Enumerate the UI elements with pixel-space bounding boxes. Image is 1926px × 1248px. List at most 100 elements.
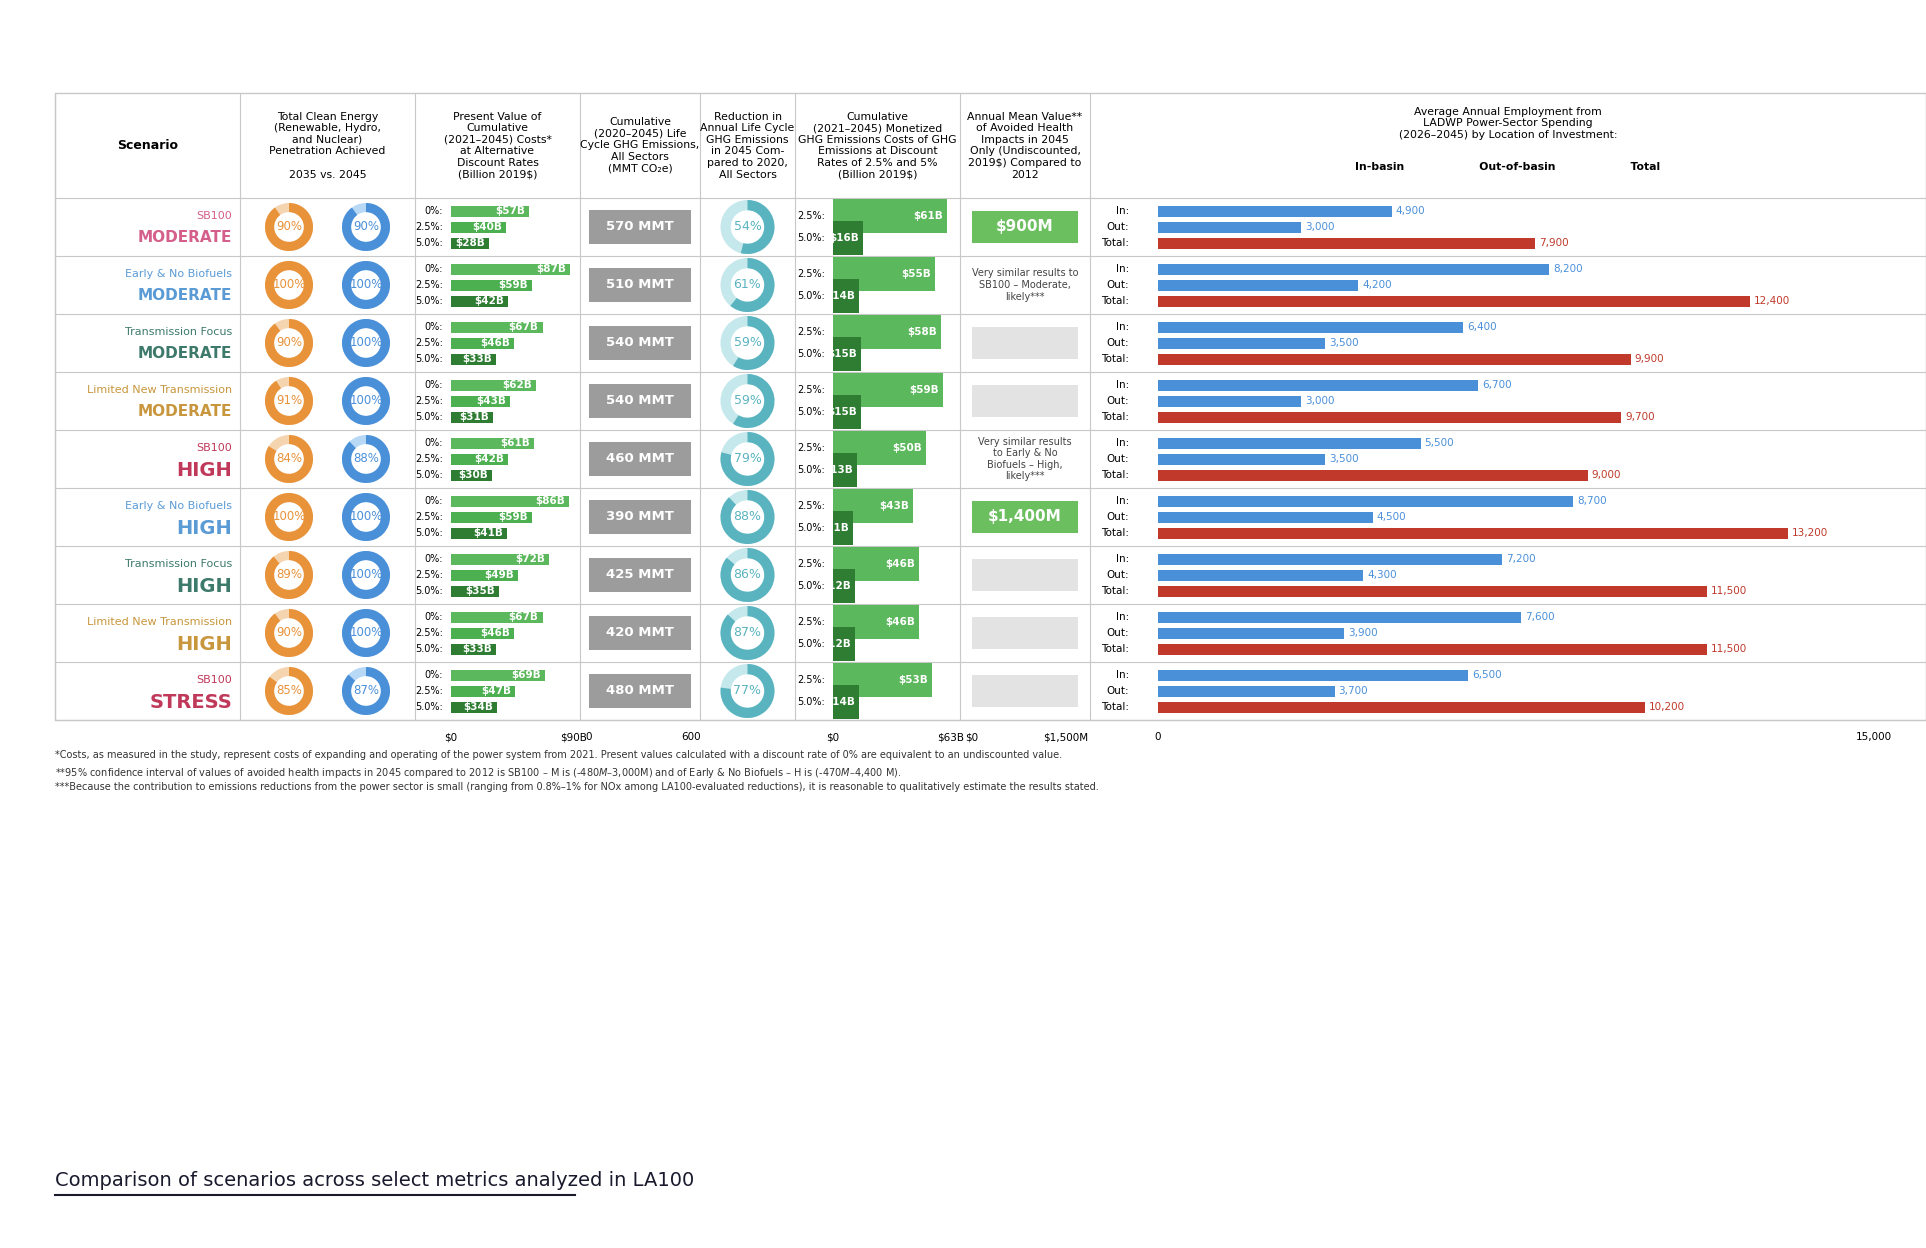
Wedge shape xyxy=(266,666,314,715)
Text: Out:: Out: xyxy=(1106,222,1129,232)
Text: 6,400: 6,400 xyxy=(1468,322,1497,332)
Text: $31B: $31B xyxy=(460,412,489,422)
Text: 0: 0 xyxy=(1156,733,1161,743)
Text: 9,000: 9,000 xyxy=(1591,470,1622,480)
Bar xyxy=(834,314,942,349)
Text: 2.5%:: 2.5%: xyxy=(797,270,824,280)
Text: $53B: $53B xyxy=(898,675,928,685)
Text: 2.5%:: 2.5%: xyxy=(416,280,443,290)
Bar xyxy=(1158,206,1392,216)
Text: 100%: 100% xyxy=(349,569,383,582)
Text: 5.0%:: 5.0%: xyxy=(797,696,824,708)
Bar xyxy=(834,569,855,603)
Text: 9,700: 9,700 xyxy=(1626,412,1654,422)
Text: $11B: $11B xyxy=(820,523,849,533)
Text: $13B: $13B xyxy=(824,466,853,475)
Wedge shape xyxy=(343,552,389,599)
Bar xyxy=(1158,263,1549,275)
Bar xyxy=(1158,528,1787,538)
Text: 84%: 84% xyxy=(275,453,302,466)
Text: Out:: Out: xyxy=(1106,512,1129,522)
Wedge shape xyxy=(720,490,774,544)
Text: 2.5%:: 2.5%: xyxy=(797,559,824,569)
Text: $59B: $59B xyxy=(909,384,938,396)
Text: 2.5%:: 2.5%: xyxy=(797,500,824,510)
Text: 87%: 87% xyxy=(734,626,761,639)
Text: Out:: Out: xyxy=(1106,396,1129,406)
Text: $50B: $50B xyxy=(892,443,923,453)
Wedge shape xyxy=(343,203,389,251)
Text: 5.0%:: 5.0%: xyxy=(797,523,824,533)
Text: Total:: Total: xyxy=(1102,470,1129,480)
Bar xyxy=(834,685,859,719)
Bar xyxy=(1158,412,1622,423)
Wedge shape xyxy=(720,664,774,718)
Bar xyxy=(451,701,497,713)
Text: 89%: 89% xyxy=(275,569,302,582)
Text: In:: In: xyxy=(1115,206,1129,216)
Text: Very similar results
to Early & No
Biofuels – High,
likely***: Very similar results to Early & No Biofu… xyxy=(978,437,1071,482)
Text: 2.5%:: 2.5%: xyxy=(416,570,443,580)
Text: 600: 600 xyxy=(682,733,701,743)
Text: 5.0%:: 5.0%: xyxy=(797,291,824,301)
Wedge shape xyxy=(720,316,774,369)
Text: 2.5%:: 2.5%: xyxy=(416,628,443,638)
Wedge shape xyxy=(266,436,314,483)
Text: 3,900: 3,900 xyxy=(1348,628,1377,638)
Text: Scenario: Scenario xyxy=(117,139,177,152)
Bar xyxy=(589,383,691,418)
Wedge shape xyxy=(720,548,774,602)
Text: 5.0%:: 5.0%: xyxy=(416,354,443,364)
Bar xyxy=(451,612,543,623)
Bar xyxy=(834,604,919,639)
Text: Annual Mean Value**
of Avoided Health
Impacts in 2045
Only (Undiscounted,
2019$): Annual Mean Value** of Avoided Health Im… xyxy=(967,111,1082,180)
Text: 0%:: 0%: xyxy=(424,265,443,275)
Wedge shape xyxy=(720,607,774,660)
Bar xyxy=(451,206,530,216)
Wedge shape xyxy=(266,319,314,367)
Text: 0%:: 0%: xyxy=(424,612,443,622)
Bar xyxy=(451,669,545,680)
Bar xyxy=(589,442,691,477)
Wedge shape xyxy=(343,552,389,599)
Wedge shape xyxy=(720,258,774,312)
Text: $46B: $46B xyxy=(480,338,510,348)
Text: $1,400M: $1,400M xyxy=(988,509,1061,524)
Wedge shape xyxy=(730,258,774,312)
Wedge shape xyxy=(343,609,389,656)
Bar xyxy=(973,386,1079,417)
Text: $90B: $90B xyxy=(560,733,587,743)
Text: 5.0%:: 5.0%: xyxy=(416,587,443,597)
Text: Total:: Total: xyxy=(1102,528,1129,538)
Text: $69B: $69B xyxy=(512,670,541,680)
Bar xyxy=(834,453,857,488)
Text: MODERATE: MODERATE xyxy=(137,231,231,246)
Text: 2.5%:: 2.5%: xyxy=(416,338,443,348)
Text: 10,200: 10,200 xyxy=(1649,701,1685,713)
Text: 5.0%:: 5.0%: xyxy=(797,349,824,359)
Text: $61B: $61B xyxy=(913,211,942,221)
Text: 0: 0 xyxy=(586,733,593,743)
Text: $63B: $63B xyxy=(936,733,963,743)
Bar xyxy=(834,257,936,291)
Text: MODERATE: MODERATE xyxy=(137,347,231,362)
Text: 0%:: 0%: xyxy=(424,495,443,505)
Wedge shape xyxy=(266,609,314,656)
Text: $0: $0 xyxy=(445,733,458,743)
Text: 87%: 87% xyxy=(352,684,379,698)
Text: $61B: $61B xyxy=(501,438,530,448)
Text: Reduction in
Annual Life Cycle
GHG Emissions
in 2045 Com-
pared to 2020,
All Sec: Reduction in Annual Life Cycle GHG Emiss… xyxy=(701,111,795,180)
Text: Cumulative
(2020–2045) Life
Cycle GHG Emissions,
All Sectors
(MMT CO₂e): Cumulative (2020–2045) Life Cycle GHG Em… xyxy=(580,117,699,173)
Text: In:: In: xyxy=(1115,670,1129,680)
Text: 8,200: 8,200 xyxy=(1554,265,1583,275)
Text: 5,500: 5,500 xyxy=(1425,438,1454,448)
Wedge shape xyxy=(343,377,389,426)
Bar xyxy=(1158,644,1706,654)
Text: Very similar results to
SB100 – Moderate,
likely***: Very similar results to SB100 – Moderate… xyxy=(973,268,1079,302)
Text: Total:: Total: xyxy=(1102,644,1129,654)
Text: 90%: 90% xyxy=(275,221,302,233)
Text: 5.0%:: 5.0%: xyxy=(797,233,824,243)
Text: Total:: Total: xyxy=(1102,587,1129,597)
Bar xyxy=(973,327,1079,359)
Text: 2.5%:: 2.5%: xyxy=(797,675,824,685)
